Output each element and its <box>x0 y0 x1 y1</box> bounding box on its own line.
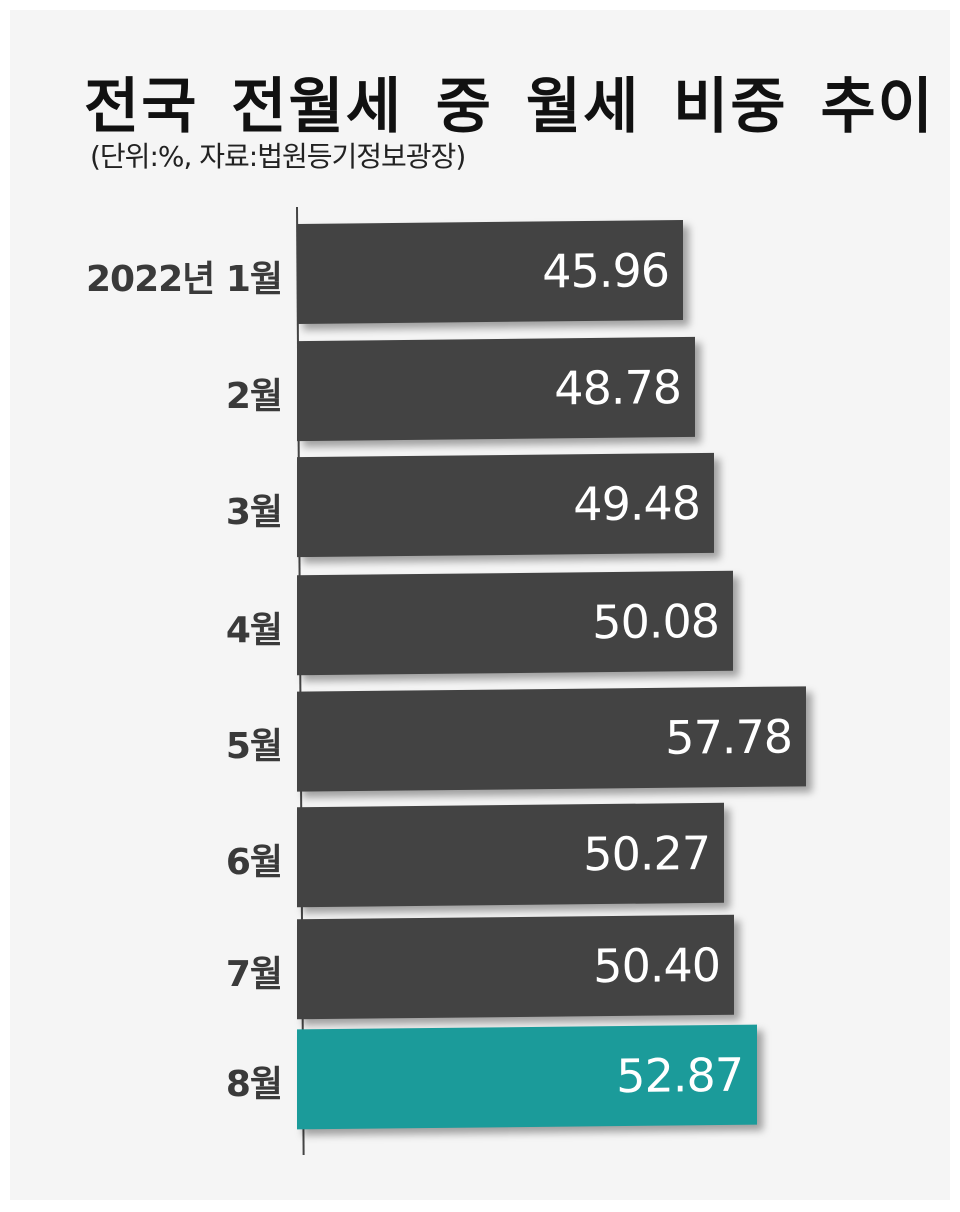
bar: 49.48 <box>297 452 714 558</box>
category-label: 8월 <box>225 1064 283 1105</box>
category-label: 4월 <box>225 610 283 651</box>
category-label: 2022년 1월 <box>85 259 283 300</box>
category-label: 6월 <box>225 842 283 883</box>
bar-value-label: 52.87 <box>616 1047 743 1104</box>
bar-highlighted: 52.87 <box>297 1024 757 1130</box>
category-label: 7월 <box>225 954 283 995</box>
chart-subtitle: (단위:%, 자료:법원등기정보광장) <box>90 140 466 173</box>
bar-value-label: 50.40 <box>593 937 720 994</box>
bar-value-label: 45.96 <box>542 243 669 299</box>
bar-value-label: 57.78 <box>665 709 792 765</box>
bar-value-label: 50.27 <box>583 825 710 882</box>
category-label: 5월 <box>225 726 283 767</box>
bar-value-label: 50.08 <box>592 593 719 650</box>
category-label: 3월 <box>225 492 283 533</box>
bar: 45.96 <box>297 219 683 325</box>
bar: 50.08 <box>297 570 733 676</box>
bar-value-label: 49.48 <box>573 475 700 532</box>
bar: 48.78 <box>297 336 695 442</box>
bar: 50.27 <box>297 802 724 908</box>
chart-title: 전국 전월세 중 월세 비중 추이 <box>84 72 935 142</box>
bar: 57.78 <box>297 686 806 792</box>
category-label: 2월 <box>225 376 283 417</box>
bar: 50.40 <box>297 914 734 1020</box>
bar-value-label: 48.78 <box>554 360 681 416</box>
